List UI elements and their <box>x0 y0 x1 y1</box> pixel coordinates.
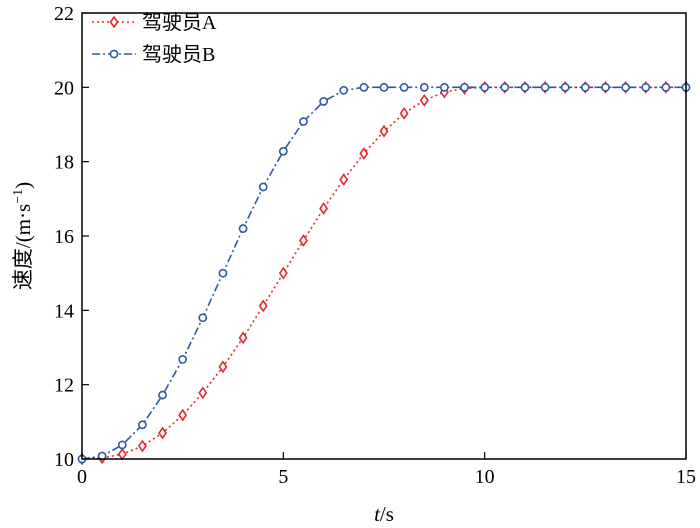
data-point-diamond <box>178 408 188 422</box>
data-point-diamond <box>137 439 147 453</box>
data-point-circle <box>198 313 208 323</box>
ticks-layer: 0 5 10 15 10 12 14 16 18 20 22 <box>54 3 696 488</box>
data-point-circle <box>359 82 369 92</box>
plot-frame <box>81 12 687 460</box>
data-point-circle <box>278 146 288 156</box>
y-tick-label: 16 <box>54 226 74 248</box>
y-axis-label-close: ) <box>11 182 35 189</box>
x-axis-label: t/s <box>374 502 394 526</box>
data-point-circle <box>661 82 671 92</box>
data-point-circle <box>319 97 328 106</box>
y-tick-label: 12 <box>54 375 74 397</box>
y-tick-label: 10 <box>54 449 74 471</box>
legend: 驾驶员A 驾驶员B <box>92 11 217 66</box>
data-point-diamond <box>359 147 369 160</box>
data-point-circle <box>178 354 188 364</box>
x-tick-label: 15 <box>676 466 696 488</box>
data-point-circle <box>520 82 530 92</box>
series-b <box>77 82 691 464</box>
y-tick-label: 22 <box>54 3 74 25</box>
data-point-circle <box>580 82 590 92</box>
data-point-circle <box>299 117 308 126</box>
data-point-circle <box>339 85 349 95</box>
data-point-circle <box>117 440 127 450</box>
plot-area: 0 5 10 15 10 12 14 16 18 20 22 <box>54 3 696 488</box>
data-point-circle <box>480 82 490 92</box>
data-point-circle <box>218 268 228 278</box>
legend-entry: 驾驶员A <box>92 11 217 34</box>
y-axis-label-main: 速度/(m·s <box>11 204 35 290</box>
x-tick-label: 5 <box>278 466 288 488</box>
y-tick-label: 14 <box>54 300 74 322</box>
x-tick-label: 10 <box>475 466 495 488</box>
data-point-circle <box>379 82 389 92</box>
series-line <box>81 86 686 460</box>
data-point-diamond <box>399 106 409 120</box>
data-point-diamond <box>198 386 208 400</box>
series-a <box>77 80 691 466</box>
x-axis-unit: /s <box>380 502 394 526</box>
series-layer <box>77 80 691 466</box>
legend-label: 驾驶员B <box>142 43 215 66</box>
data-point-diamond <box>117 447 127 461</box>
data-point-circle <box>540 82 550 92</box>
data-point-diamond <box>158 426 168 440</box>
legend-label: 驾驶员A <box>142 11 217 34</box>
x-axis-variable: t <box>374 502 381 526</box>
data-point-circle <box>399 82 409 92</box>
y-tick-label: 20 <box>54 77 74 99</box>
series-line <box>81 86 686 460</box>
data-point-circle <box>258 182 268 192</box>
data-point-diamond <box>218 360 228 374</box>
data-point-diamond <box>379 124 389 138</box>
data-point-circle <box>460 82 469 92</box>
data-point-diamond <box>109 15 119 29</box>
data-point-diamond <box>319 202 329 215</box>
data-point-diamond <box>419 93 429 107</box>
data-point-circle <box>238 224 248 233</box>
data-point-circle <box>109 49 119 59</box>
data-point-circle <box>601 82 610 92</box>
data-point-diamond <box>298 234 308 247</box>
x-tick-label: 0 <box>77 466 87 488</box>
data-point-diamond <box>339 173 349 186</box>
legend-entry: 驾驶员B <box>92 43 215 66</box>
data-point-circle <box>500 82 510 92</box>
data-point-circle <box>137 420 147 430</box>
data-point-circle <box>158 390 167 400</box>
data-point-circle <box>621 82 630 92</box>
data-point-diamond <box>258 299 268 313</box>
data-point-circle <box>560 82 570 92</box>
y-tick-label: 18 <box>54 152 74 174</box>
data-point-circle <box>641 82 651 92</box>
data-point-circle <box>419 82 429 92</box>
data-point-circle <box>439 82 449 92</box>
y-axis-label-sup: −1 <box>11 189 26 204</box>
y-axis-label: 速度/(m·s−1) <box>11 182 35 290</box>
data-point-diamond <box>238 331 248 345</box>
data-point-diamond <box>278 266 288 280</box>
